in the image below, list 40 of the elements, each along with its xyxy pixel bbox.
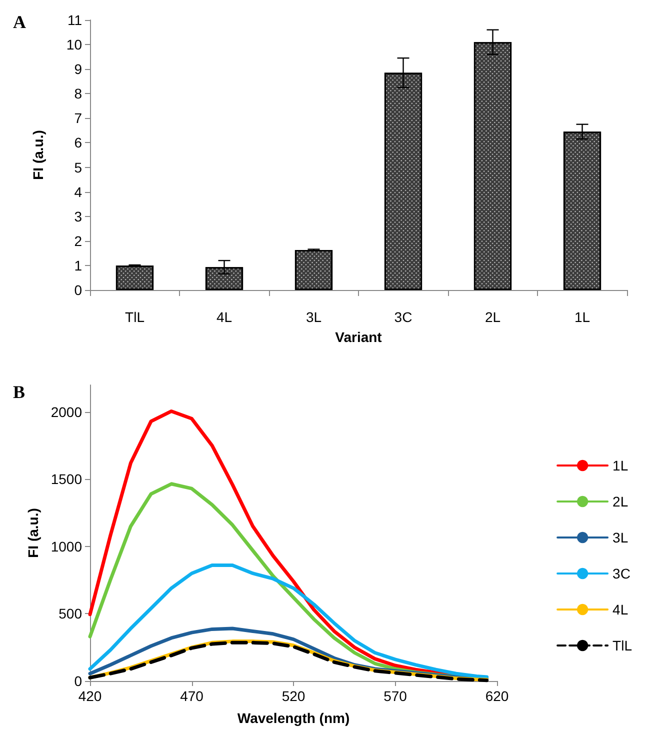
x-tick-label: 3L — [306, 309, 322, 325]
y-tick-label: 6 — [74, 134, 82, 151]
y-tick-label: 1000 — [50, 538, 82, 554]
x-tick-label: 3C — [394, 309, 412, 325]
y-axis-title: FI (a.u.) — [24, 508, 41, 558]
y-tick-label: 0 — [74, 282, 82, 298]
legend-label: 1L — [612, 458, 628, 474]
y-tick-label: 5 — [74, 159, 82, 176]
y-tick-label: 9 — [74, 61, 82, 78]
y-tick-label: 11 — [67, 12, 82, 28]
legend-label: TlL — [612, 638, 632, 654]
y-tick-label: 8 — [74, 86, 82, 102]
x-tick-label: 1L — [574, 309, 590, 325]
x-tick-label: 420 — [78, 688, 102, 704]
x-tick-label: 2L — [484, 309, 501, 325]
y-tick-label: 500 — [58, 606, 82, 622]
y-tick-label: 4 — [74, 184, 82, 200]
y-tick-label: 1 — [74, 257, 82, 274]
y-tick-label: 2000 — [50, 404, 82, 420]
x-tick-label: TlL — [125, 309, 145, 325]
chart-title: A — [13, 12, 26, 32]
x-axis-title: Wavelength (nm) — [237, 710, 350, 726]
x-tick-label: 620 — [485, 688, 509, 704]
y-tick-label: 2 — [74, 232, 82, 249]
x-axis-title: Variant — [335, 329, 382, 345]
y-tick-label: 7 — [74, 110, 82, 126]
x-tick-label: 4L — [216, 309, 232, 325]
y-axis-title: FI (a.u.) — [30, 130, 46, 180]
x-tick-label: 470 — [180, 688, 204, 704]
x-tick-label: 570 — [384, 688, 408, 704]
legend-label: 3L — [612, 530, 628, 546]
legend-label: 2L — [612, 494, 628, 510]
legend-label: 3C — [612, 566, 630, 582]
y-tick-label: 3 — [74, 208, 82, 224]
y-tick-label: 1500 — [50, 471, 82, 488]
chart-title: B — [13, 382, 26, 402]
y-tick-label: 10 — [66, 36, 82, 53]
x-tick-label: 520 — [282, 688, 306, 704]
y-tick-label: 0 — [74, 673, 82, 689]
legend-label: 4L — [612, 602, 628, 618]
